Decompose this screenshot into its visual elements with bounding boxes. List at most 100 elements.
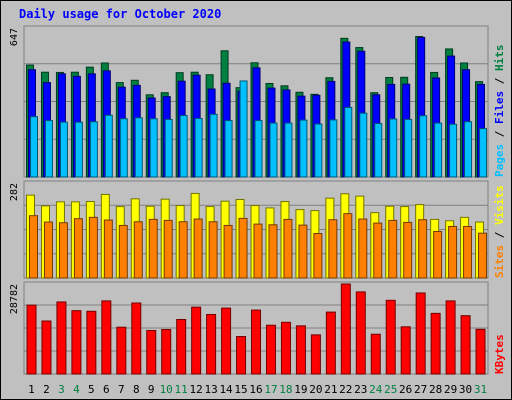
bar-pages-31 (479, 128, 488, 178)
bar-pages-19 (299, 119, 308, 178)
bar-sites-14 (223, 224, 233, 279)
bar-sites-7 (118, 224, 128, 279)
legend-files: Files (493, 91, 506, 124)
chart-panels: 647 Pages / Files / Hits 282 Sites / Visits… (9, 25, 506, 375)
bar-kbytes-15 (236, 336, 247, 375)
day-label-27: 27 (414, 383, 427, 396)
legend-kbytes: KBytes (493, 334, 506, 374)
bar-pages-1 (30, 116, 38, 178)
bar-sites-31 (478, 232, 488, 279)
bar-sites-20 (313, 233, 323, 279)
bar-kbytes-16 (251, 309, 262, 375)
bar-kbytes-22 (340, 283, 351, 375)
day-label-11: 11 (175, 383, 188, 396)
bar-pages-18 (284, 122, 293, 178)
bar-pages-9 (149, 118, 158, 178)
day-label-3: 3 (58, 383, 65, 396)
day-label-21: 21 (324, 383, 337, 396)
day-label-18: 18 (279, 383, 292, 396)
bar-kbytes-17 (265, 324, 276, 375)
day-label-31: 31 (474, 383, 487, 396)
bar-kbytes-18 (280, 321, 291, 375)
bar-kbytes-13 (206, 313, 217, 375)
legend-sites: Sites (493, 245, 506, 278)
day-label-24: 24 (369, 383, 383, 396)
bar-pages-3 (59, 121, 68, 178)
series-kbytes (26, 283, 486, 375)
bar-kbytes-9 (146, 329, 157, 375)
bar-pages-6 (104, 114, 113, 178)
bar-kbytes-6 (101, 300, 112, 375)
day-label-2: 2 (43, 383, 50, 396)
bar-sites-13 (208, 221, 218, 279)
bar-kbytes-12 (191, 306, 202, 375)
bar-sites-28 (433, 231, 443, 279)
bar-pages-27 (419, 115, 428, 178)
bar-pages-2 (44, 120, 53, 178)
bar-sites-9 (148, 218, 158, 279)
bar-pages-21 (329, 119, 338, 178)
bar-pages-4 (74, 121, 83, 178)
bar-sites-18 (283, 218, 293, 279)
day-label-28: 28 (429, 383, 442, 396)
legend-separator: / (493, 124, 506, 144)
bar-sites-30 (463, 225, 473, 279)
bar-pages-25 (389, 118, 398, 178)
day-label-15: 15 (234, 383, 247, 396)
bar-sites-8 (133, 221, 143, 279)
bar-kbytes-23 (355, 291, 366, 375)
bar-sites-11 (178, 221, 188, 279)
day-label-14: 14 (219, 383, 233, 396)
bar-sites-16 (253, 223, 263, 279)
legend-hits: Hits (493, 45, 506, 72)
day-label-5: 5 (88, 383, 95, 396)
day-label-30: 30 (459, 383, 472, 396)
bar-kbytes-21 (325, 311, 336, 375)
day-label-26: 26 (399, 383, 412, 396)
day-label-4: 4 (73, 383, 80, 396)
bar-sites-5 (88, 216, 98, 279)
bar-kbytes-7 (116, 326, 127, 375)
bar-pages-11 (179, 115, 188, 178)
bar-sites-12 (193, 218, 203, 279)
bar-kbytes-8 (131, 302, 142, 375)
max-label-kbytes: 28782 (9, 284, 20, 314)
bar-pages-20 (314, 123, 323, 178)
bar-pages-7 (119, 118, 128, 178)
bar-kbytes-10 (161, 329, 172, 375)
legend-separator: / (493, 225, 506, 245)
legend-hits: Pages / Files / Hits (493, 45, 506, 178)
bar-pages-14 (224, 120, 233, 178)
day-label-6: 6 (103, 383, 110, 396)
bar-sites-15 (238, 217, 248, 279)
bar-sites-4 (73, 218, 83, 279)
bar-sites-10 (163, 219, 173, 279)
bar-kbytes-14 (221, 307, 232, 375)
day-label-12: 12 (190, 383, 203, 396)
max-label-visits: 282 (9, 183, 20, 201)
bar-sites-19 (298, 224, 308, 279)
bar-sites-1 (29, 215, 38, 279)
legend-pages: Pages (493, 144, 506, 177)
day-label-13: 13 (204, 383, 217, 396)
bar-kbytes-2 (41, 320, 52, 375)
bar-pages-15 (239, 80, 248, 178)
bar-pages-24 (374, 123, 383, 178)
bar-sites-21 (328, 219, 338, 279)
bar-sites-23 (358, 218, 368, 279)
day-label-7: 7 (118, 383, 125, 396)
bar-kbytes-4 (71, 310, 82, 375)
day-label-9: 9 (148, 383, 155, 396)
day-labels: 1 2 3 4 5 6 7 8 9 10 11 12 13 14 15 16 17 18 19 20 21 22 23 24 2… (28, 383, 487, 396)
day-label-22: 22 (339, 383, 352, 396)
bar-sites-17 (268, 224, 278, 279)
legend-kbytes: KBytes (493, 334, 506, 374)
day-label-10: 10 (160, 383, 173, 396)
day-label-20: 20 (309, 383, 322, 396)
bar-pages-30 (464, 121, 473, 178)
bar-pages-8 (134, 117, 143, 178)
bar-pages-22 (344, 106, 353, 178)
bar-kbytes-28 (430, 312, 441, 375)
day-label-29: 29 (444, 383, 457, 396)
